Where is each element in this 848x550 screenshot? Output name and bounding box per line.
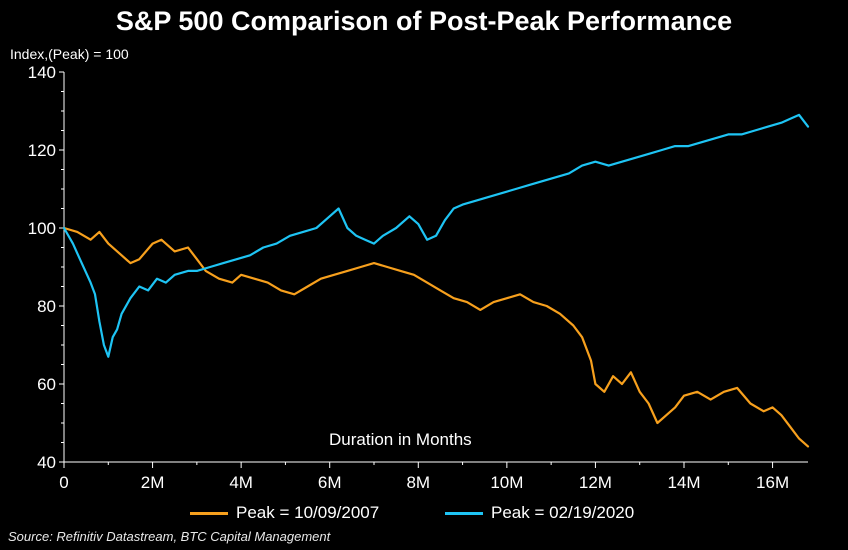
y-tick-label: 100: [28, 219, 56, 238]
axes: 40 60 80 100 120 140 0 2M 4M 6M 8M 10M 12M 14M 16M: [28, 63, 808, 492]
series-line-1: [62, 113, 810, 358]
legend-swatch-2020: [445, 511, 483, 515]
x-tick-label: 8M: [406, 473, 430, 492]
y-tick-label: 60: [37, 375, 56, 394]
source-note: Source: Refinitiv Datastream, BTC Capita…: [8, 529, 331, 544]
x-tick-label: 6M: [318, 473, 342, 492]
legend: Peak = 10/09/2007 Peak = 02/19/2020: [0, 503, 848, 525]
x-tick-label: 0: [59, 473, 68, 492]
x-tick-label: 4M: [229, 473, 253, 492]
x-tick-label: 14M: [667, 473, 700, 492]
x-tick-label: 16M: [756, 473, 789, 492]
y-tick-label: 140: [28, 63, 56, 82]
x-tick-label: 10M: [490, 473, 523, 492]
legend-item-2007: Peak = 10/09/2007: [190, 503, 379, 523]
x-tick-label: 12M: [579, 473, 612, 492]
y-tick-label: 120: [28, 141, 56, 160]
legend-swatch-2007: [190, 511, 228, 515]
series-layer: [62, 113, 810, 448]
x-tick-label: 2M: [141, 473, 165, 492]
x-axis-label: Duration in Months: [329, 430, 472, 449]
y-tick-label: 80: [37, 297, 56, 316]
y-axis-label: Index,(Peak) = 100: [10, 46, 129, 62]
legend-label-2007: Peak = 10/09/2007: [236, 503, 380, 522]
series-line-0: [62, 226, 810, 448]
legend-label-2020: Peak = 02/19/2020: [491, 503, 635, 522]
legend-item-2020: Peak = 02/19/2020: [445, 503, 634, 523]
y-tick-label: 40: [37, 453, 56, 472]
chart-title: S&P 500 Comparison of Post-Peak Performa…: [115, 6, 733, 36]
